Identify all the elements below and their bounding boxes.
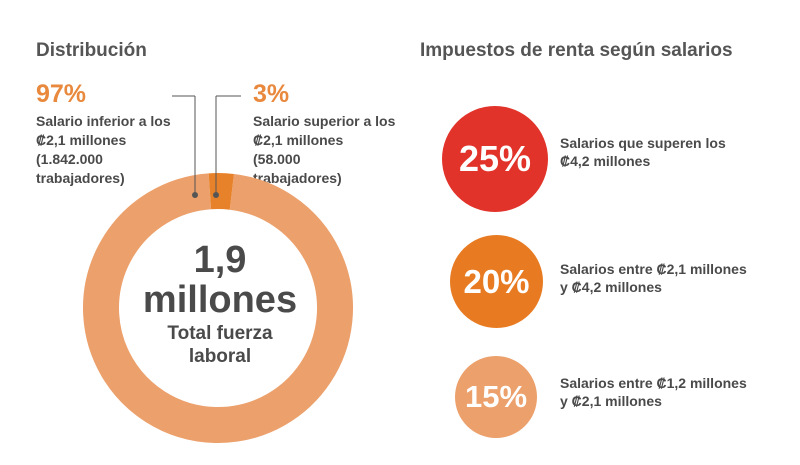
center-caption-line: laboral [188, 346, 252, 367]
center-value-line: millones [142, 279, 298, 321]
slice-label-3: 3% [253, 80, 290, 108]
tax-section-title: Impuestos de renta según salarios [420, 40, 733, 61]
tax-desc-line: Salarios entre ₡2,1 millones [560, 261, 747, 277]
tax-row-15: 15% Salarios entre ₡1,2 millones y ₡2,1 … [440, 346, 790, 456]
tax-circle-15: 15% [455, 356, 537, 438]
donut-slice-superior [208, 173, 234, 210]
desc-line: (58.000 [253, 151, 301, 167]
center-value-line: 1,9 [193, 239, 247, 281]
desc-line: trabajadores) [36, 170, 125, 186]
donut-slice-inferior [83, 173, 353, 443]
tax-desc-20: Salarios entre ₡2,1 millones y ₡4,2 mill… [560, 260, 780, 296]
donut-center-value: 1,9 millones [90, 240, 350, 320]
distribution-title: Distribución [36, 40, 147, 61]
tax-desc-line: y ₡4,2 millones [560, 279, 662, 295]
leader-dot-97 [192, 192, 198, 198]
center-caption-line: Total fuerza [167, 323, 273, 344]
tax-desc-line: y ₡2,1 millones [560, 393, 662, 409]
tax-row-25: 25% Salarios que superen los ₡4,2 millon… [440, 96, 790, 212]
desc-line: (1.842.000 [36, 151, 103, 167]
slice-desc-superior: Salario superior a los ₡2,1 millones (58… [253, 112, 395, 188]
tax-desc-line: ₡4,2 millones [560, 153, 651, 169]
slice-desc-inferior: Salario inferior a los ₡2,1 millones (1.… [36, 112, 171, 188]
tax-desc-line: Salarios que superen los [560, 135, 726, 151]
tax-desc-25: Salarios que superen los ₡4,2 millones [560, 134, 780, 170]
desc-line: Salario inferior a los [36, 113, 171, 129]
tax-desc-15: Salarios entre ₡1,2 millones y ₡2,1 mill… [560, 374, 780, 410]
donut-center-caption: Total fuerza laboral [90, 322, 350, 368]
desc-line: ₡2,1 millones [253, 132, 344, 148]
desc-line: Salario superior a los [253, 113, 396, 129]
tax-row-20: 20% Salarios entre ₡2,1 millones y ₡4,2 … [440, 222, 790, 332]
leader-dot-3 [213, 192, 219, 198]
tax-desc-line: Salarios entre ₡1,2 millones [560, 375, 747, 391]
tax-circle-20: 20% [450, 235, 543, 328]
desc-line: trabajadores) [253, 170, 342, 186]
tax-circle-25: 25% [442, 106, 548, 212]
slice-label-97: 97% [36, 80, 87, 108]
desc-line: ₡2,1 millones [36, 132, 127, 148]
